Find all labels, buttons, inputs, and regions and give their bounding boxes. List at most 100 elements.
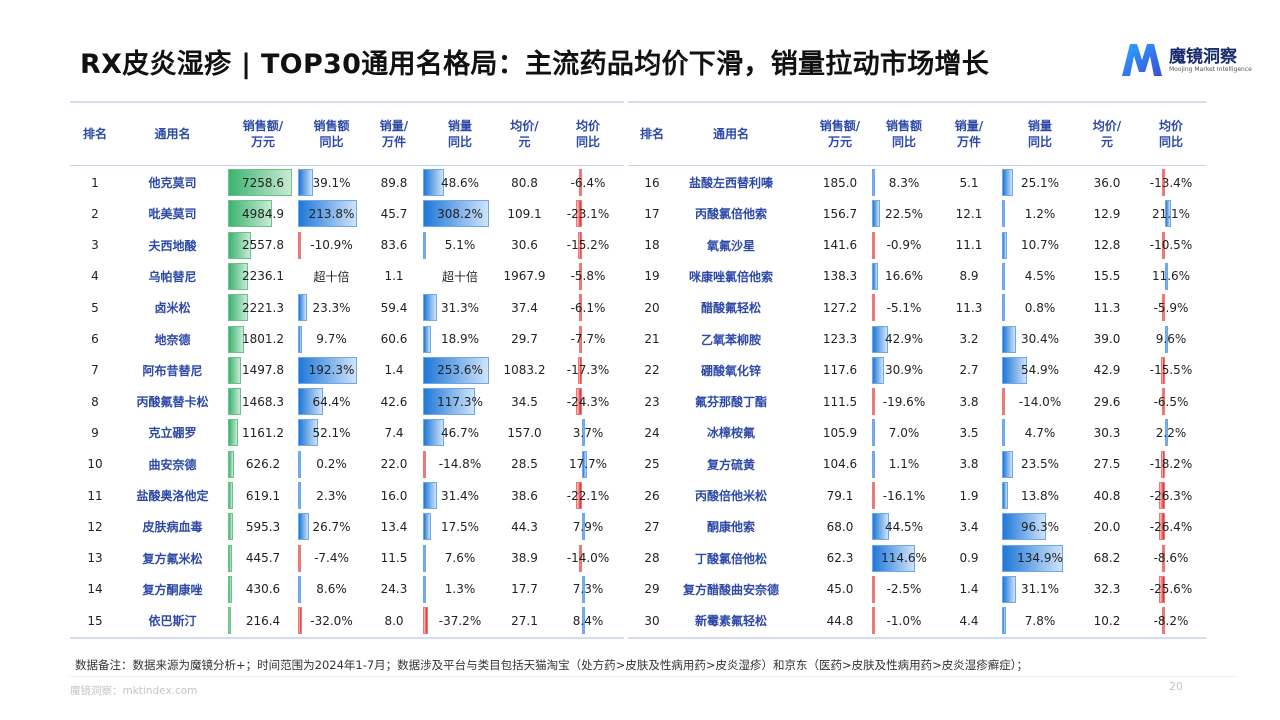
yoy-data-bar <box>1002 388 1005 416</box>
column-header-sales-yoy: 销售额 同比 <box>885 119 922 149</box>
yoy-data-bar <box>872 419 875 447</box>
sales-yoy-cell: 16.6% <box>872 261 936 292</box>
sales-yoy-cell: -1.0% <box>872 605 936 636</box>
sales-data-bar <box>228 356 242 384</box>
sales-cell: 216.4 <box>228 605 298 636</box>
drug-name-cell: 皮肤病血毒 <box>120 511 225 542</box>
volume-cell: 8.0 <box>365 605 423 636</box>
volume-cell: 24.3 <box>365 574 423 605</box>
rank-value: 18 <box>644 238 660 253</box>
volume-yoy-value: -14.0% <box>1018 394 1062 409</box>
volume-yoy-cell: 23.5% <box>1002 449 1078 480</box>
price-value: 10.2 <box>1093 613 1121 628</box>
sales-data-bar <box>228 513 234 541</box>
price-cell: 44.3 <box>497 511 552 542</box>
yoy-data-bar <box>582 575 586 603</box>
yoy-data-bar <box>1160 450 1166 478</box>
sales-value: 45.0 <box>826 582 854 597</box>
sales-yoy-value: 9.7% <box>316 332 347 346</box>
volume-cell: 45.7 <box>365 198 423 229</box>
column-header-volume: 销量/ 万件 <box>379 119 409 149</box>
yoy-data-bar <box>423 607 428 635</box>
volume-cell: 13.4 <box>365 511 423 542</box>
volume-value: 45.7 <box>380 206 408 221</box>
sales-yoy-value: 114.6% <box>881 551 927 566</box>
sales-data-bar <box>228 294 248 322</box>
table-row: 21 乙氧苯柳胺 123.3 42.9% 3.2 30.4% 39.0 9.6% <box>628 324 1206 355</box>
yoy-data-bar <box>579 294 583 322</box>
logo-name: 魔镜洞察 <box>1169 47 1237 67</box>
sales-yoy-value: 8.6% <box>316 582 347 597</box>
volume-cell: 0.9 <box>936 543 1002 574</box>
sales-yoy-cell: 8.3% <box>872 167 936 198</box>
volume-value: 42.6 <box>380 394 408 409</box>
yoy-data-bar <box>1165 325 1169 353</box>
volume-value: 3.2 <box>959 332 979 346</box>
sales-value: 1161.2 <box>242 425 284 440</box>
sales-data-bar <box>228 450 234 478</box>
volume-cell: 11.3 <box>936 292 1002 323</box>
yoy-data-bar <box>575 388 583 416</box>
rank-cell: 19 <box>628 261 676 292</box>
sales-yoy-cell: 23.3% <box>298 292 365 323</box>
price-yoy-value: -15.2% <box>566 238 610 253</box>
price-yoy-cell: -17.3% <box>552 355 624 386</box>
yoy-data-bar <box>1002 200 1005 228</box>
drug-name-cell: 氧氟沙星 <box>676 230 786 261</box>
drug-name-cell: 依巴斯汀 <box>120 605 225 636</box>
column-header-sales-yoy: 销售额 同比 <box>313 119 350 149</box>
price-yoy-cell: 7.3% <box>552 574 624 605</box>
sales-data-bar <box>228 200 272 228</box>
volume-yoy-cell: -14.8% <box>423 449 497 480</box>
sales-data-bar <box>228 575 232 603</box>
price-cell: 17.7 <box>497 574 552 605</box>
volume-value: 89.8 <box>380 175 408 190</box>
volume-cell: 7.4 <box>365 417 423 448</box>
table-row: 10 曲安奈德 626.2 0.2% 22.0 -14.8% 28.5 17.7% <box>70 449 624 480</box>
sales-value: 62.3 <box>826 551 854 566</box>
price-yoy-value: -14.0% <box>566 551 610 566</box>
yoy-data-bar <box>423 544 427 572</box>
volume-yoy-value: 10.7% <box>1020 238 1060 253</box>
price-yoy-cell: -18.2% <box>1136 449 1206 480</box>
price-value: 40.8 <box>1093 488 1121 503</box>
volume-yoy-cell: 46.7% <box>423 417 497 448</box>
yoy-data-bar <box>1161 169 1166 196</box>
volume-value: 83.6 <box>380 238 408 253</box>
volume-yoy-value: 46.7% <box>440 425 480 440</box>
sales-value: 2236.1 <box>242 269 284 284</box>
rank-value: 24 <box>644 425 660 440</box>
yoy-data-bar <box>1158 482 1166 509</box>
drug-name-value: 皮肤病血毒 <box>142 520 203 535</box>
sales-cell: 2557.8 <box>228 230 298 261</box>
rank-cell: 3 <box>70 230 120 261</box>
price-value: 39.0 <box>1093 332 1121 346</box>
volume-value: 24.3 <box>380 582 408 597</box>
sales-yoy-value: 超十倍 <box>313 269 350 284</box>
column-header-rank: 排名 <box>82 127 107 141</box>
sales-yoy-value: 0.2% <box>316 457 347 472</box>
column-header-volume-yoy: 销量 同比 <box>1027 119 1052 149</box>
sales-data-bar <box>228 607 231 635</box>
rank-value: 27 <box>644 519 660 534</box>
volume-cell: 3.4 <box>936 511 1002 542</box>
price-yoy-value: -25.6% <box>1149 582 1193 597</box>
table-row: 8 丙酸氟替卡松 1468.3 64.4% 42.6 117.3% 34.5 -24.3% <box>70 386 624 417</box>
price-yoy-cell: -6.5% <box>1136 386 1206 417</box>
drug-name-value: 卤米松 <box>154 301 191 316</box>
drug-name-cell: 复方硫黄 <box>676 449 786 480</box>
rank-cell: 16 <box>628 167 676 198</box>
rank-cell: 29 <box>628 574 676 605</box>
sales-yoy-value: -2.5% <box>886 582 922 597</box>
volume-value: 3.8 <box>959 457 979 472</box>
yoy-data-bar <box>1002 544 1064 572</box>
table-row: 25 复方硫黄 104.6 1.1% 3.8 23.5% 27.5 -18.2% <box>628 449 1206 480</box>
volume-yoy-value: 30.4% <box>1020 332 1060 346</box>
table-row: 5 卤米松 2221.3 23.3% 59.4 31.3% 37.4 -6.1% <box>70 292 624 323</box>
price-yoy-value: 2.2% <box>1155 425 1187 440</box>
volume-value: 7.4 <box>384 425 404 440</box>
price-cell: 42.9 <box>1078 355 1136 386</box>
price-yoy-value: 9.6% <box>1155 332 1187 346</box>
sales-value: 111.5 <box>822 394 858 409</box>
sales-yoy-cell: 44.5% <box>872 511 936 542</box>
